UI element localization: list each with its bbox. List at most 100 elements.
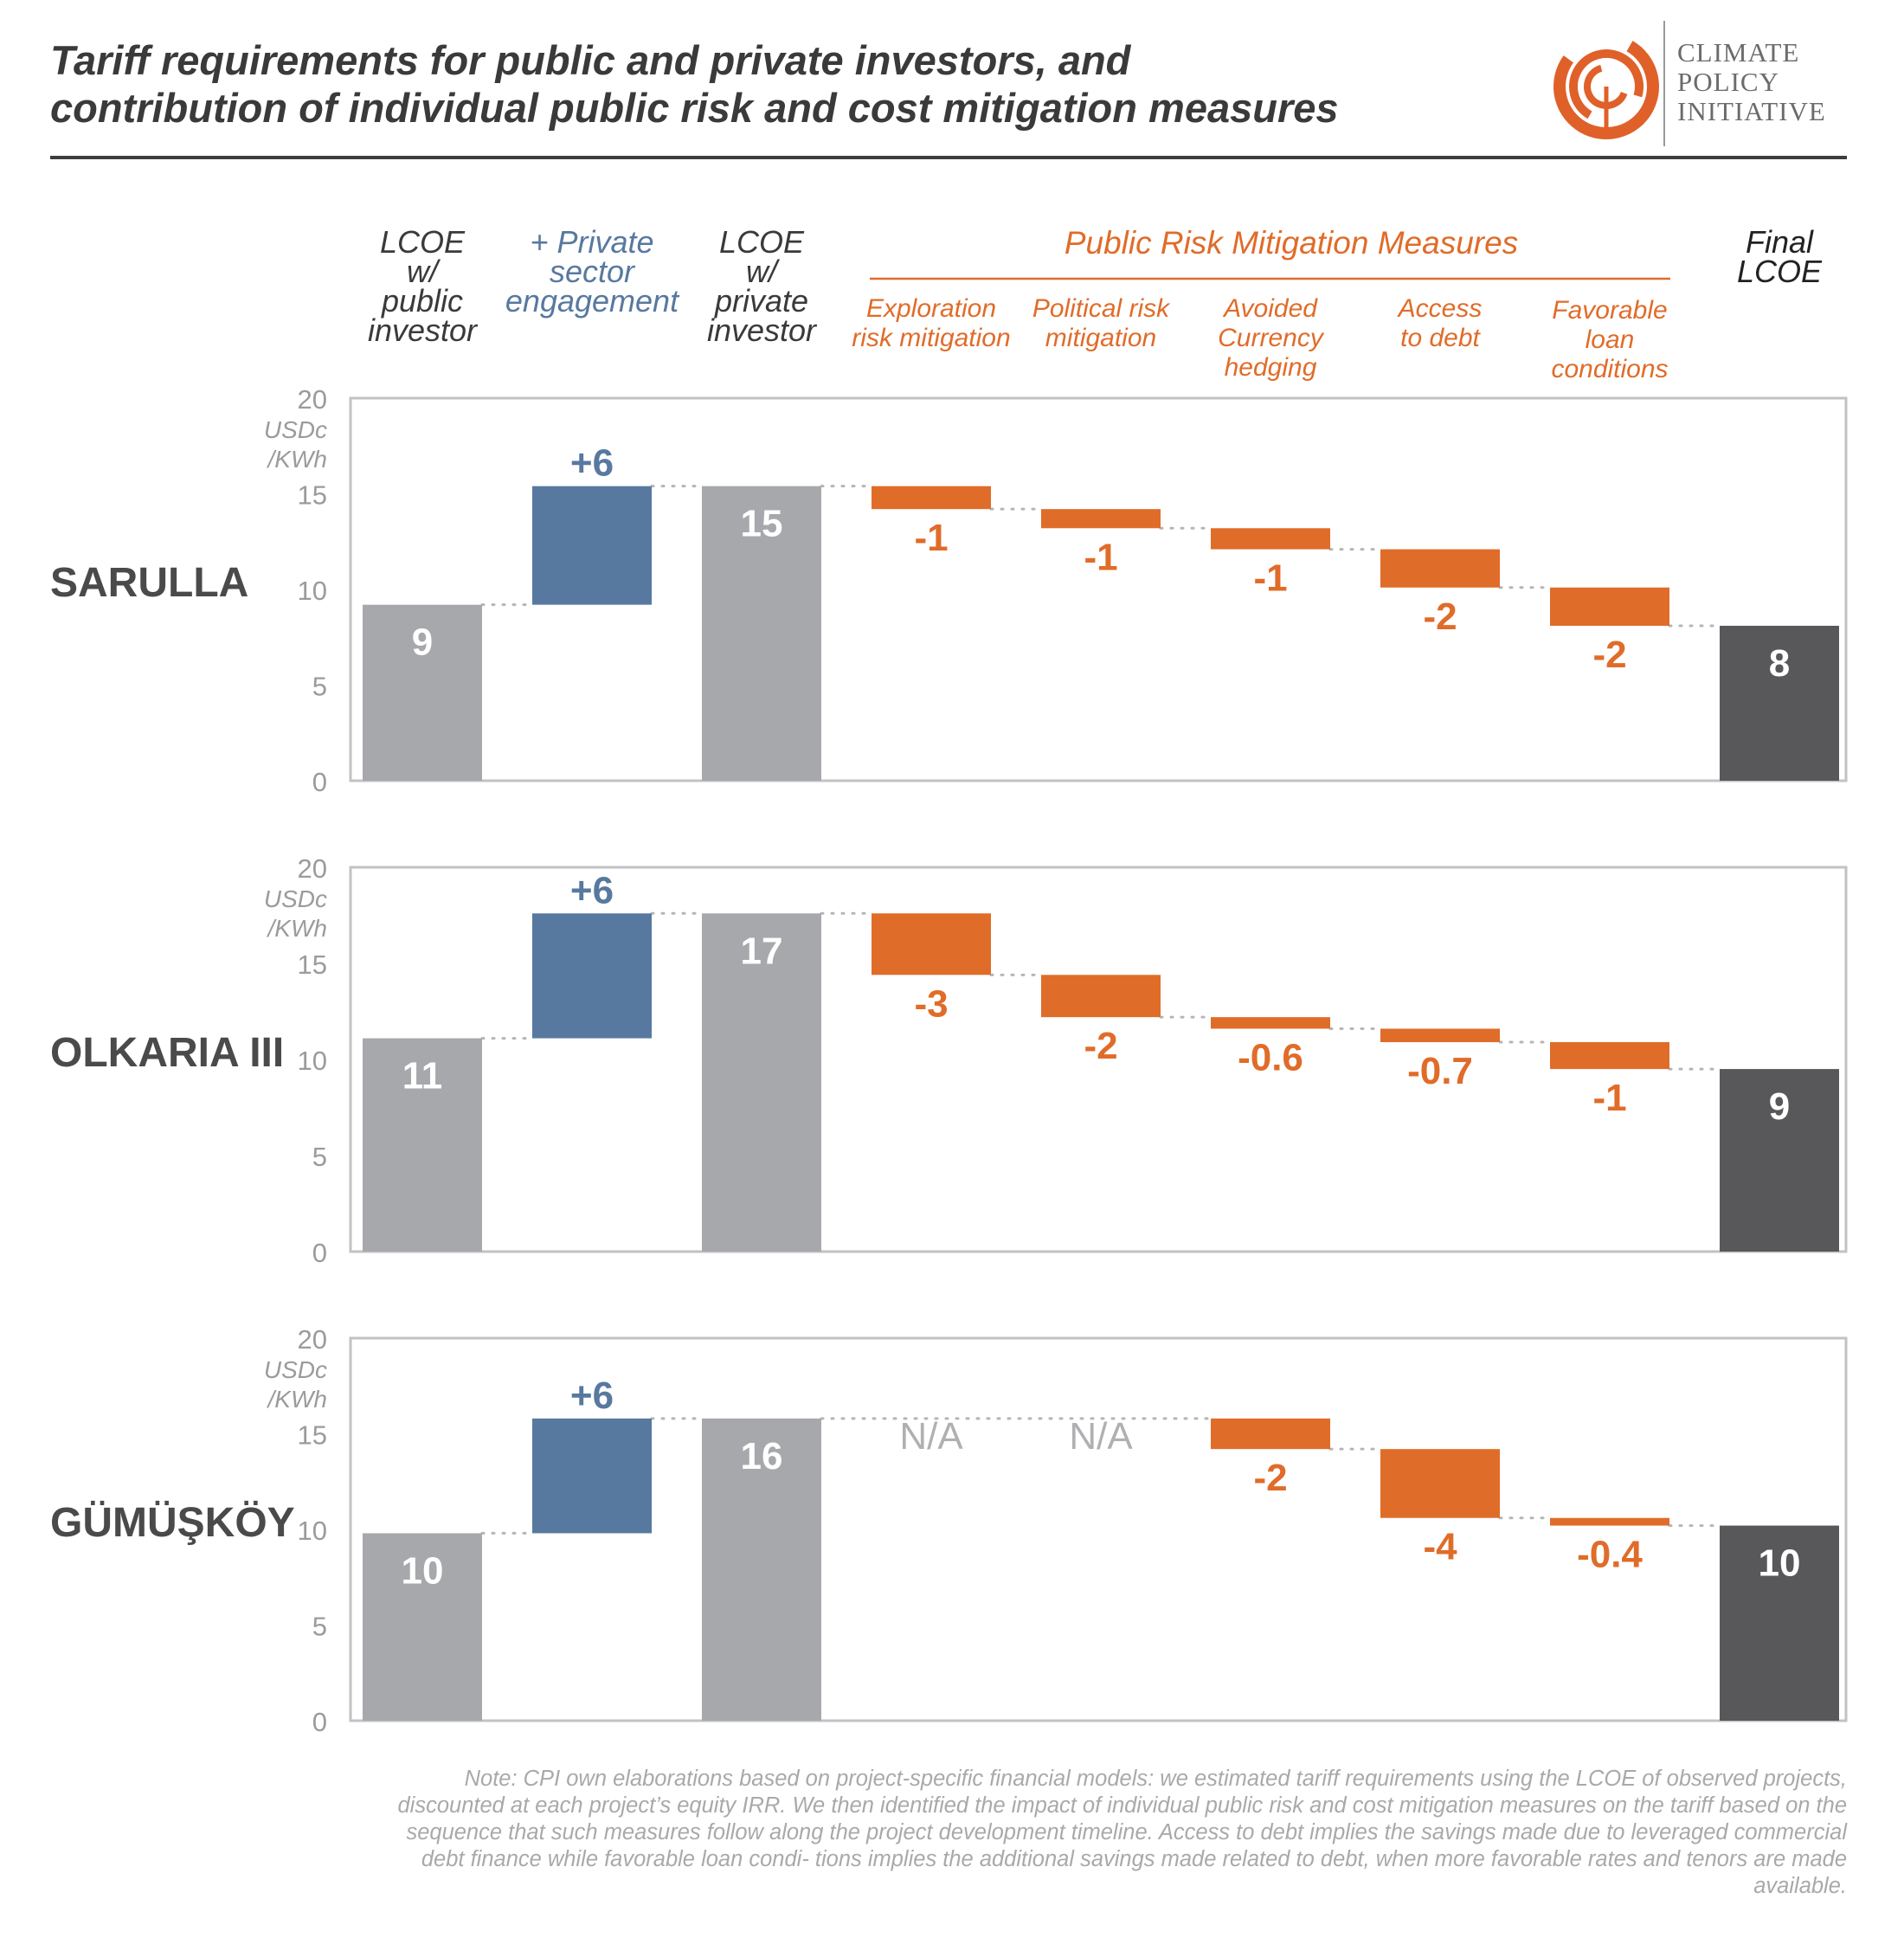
bar-orange — [1550, 587, 1669, 626]
bar-orange — [1380, 1028, 1500, 1043]
y-tick-label: 10 — [298, 1046, 327, 1076]
y-tick-label: 0 — [312, 1707, 327, 1737]
bar-orange — [1211, 1017, 1330, 1029]
bar-gray — [363, 1038, 482, 1252]
header-access-debt-line-1: Access — [1397, 294, 1483, 323]
bar-value-label: +6 — [570, 1374, 614, 1417]
header-exploration-line-1: Exploration — [866, 294, 996, 323]
y-unit-label: USDc — [264, 885, 327, 912]
y-tick-label: 20 — [298, 384, 327, 415]
panel-title: OLKARIA III — [50, 1030, 284, 1076]
bar-dark — [1720, 1525, 1839, 1721]
header-final-lcoe-line-1: Final — [1746, 224, 1814, 260]
bar-value-label: +6 — [570, 442, 614, 485]
bar-value-label: 9 — [1769, 1085, 1790, 1128]
bar-blue — [532, 1418, 652, 1534]
y-tick-label: 20 — [298, 1324, 327, 1355]
logo-divider — [1663, 21, 1665, 146]
bar-value-label: -0.4 — [1577, 1534, 1643, 1576]
panel-frame — [349, 1336, 1848, 1722]
bar-orange — [872, 913, 991, 975]
panel-title: GÜMÜŞKÖY — [50, 1500, 295, 1546]
logo-line-1: CLIMATE — [1677, 37, 1800, 68]
cpi-logo-icon — [1553, 34, 1659, 139]
bar-value-label: 9 — [412, 621, 433, 664]
header-private-engagement-line-1: + Private — [530, 224, 653, 260]
header-lcoe-public-line-2: w/ — [407, 254, 441, 289]
header-lcoe-private-line-4: investor — [707, 312, 818, 348]
bar-value-label: 17 — [741, 930, 783, 972]
header-currency-line-3: hedging — [1225, 353, 1317, 382]
header-political-line-1: Political risk — [1032, 294, 1171, 323]
bar-orange — [1041, 975, 1161, 1018]
chart-title: Tariff requirements for public and priva… — [50, 36, 1521, 132]
y-tick-label: 0 — [312, 1238, 327, 1268]
y-tick-label: 5 — [312, 672, 327, 702]
bar-gray — [702, 1418, 821, 1721]
bar-value-label: +6 — [570, 869, 614, 911]
y-tick-label: 15 — [298, 1420, 327, 1451]
bar-value-label: -1 — [1253, 557, 1287, 600]
header-exploration-line-2: risk mitigation — [852, 324, 1010, 352]
bar-value-label: 10 — [402, 1549, 444, 1592]
bar-orange — [1380, 1449, 1500, 1518]
bar-gray — [363, 1533, 482, 1721]
header-public-risk-group: Public Risk Mitigation Measures — [1065, 225, 1518, 261]
title-line-1: Tariff requirements for public and priva… — [50, 37, 1131, 83]
y-unit-label: /KWh — [267, 1386, 327, 1413]
bar-value-label: -0.7 — [1407, 1050, 1473, 1092]
y-tick-label: 15 — [298, 480, 327, 511]
bar-value-label: -1 — [1592, 1077, 1626, 1119]
bar-gray — [702, 486, 821, 781]
header-private-engagement-line-2: sector — [550, 254, 636, 289]
header-private-engagement-line-3: engagement — [505, 283, 680, 319]
bar-value-label: -0.6 — [1238, 1036, 1303, 1078]
y-unit-label: /KWh — [267, 915, 327, 942]
bar-value-label: -2 — [1423, 595, 1457, 638]
header-loan-conditions-line-2: loan — [1586, 325, 1635, 354]
y-tick-label: 10 — [298, 576, 327, 606]
bar-value-label: -4 — [1423, 1526, 1457, 1568]
bar-dark — [1720, 625, 1839, 781]
bar-gray — [363, 604, 482, 781]
bar-blue — [532, 913, 652, 1039]
bar-blue — [532, 486, 652, 605]
bar-value-label: -1 — [1084, 536, 1117, 578]
header-lcoe-public-line-3: public — [381, 283, 463, 319]
bar-orange — [1550, 1517, 1669, 1526]
na-label: N/A — [1069, 1415, 1133, 1458]
logo-wordmark: CLIMATE POLICY INITIATIVE — [1677, 38, 1826, 126]
header-lcoe-private-line-2: w/ — [746, 254, 781, 289]
bar-orange — [1380, 549, 1500, 588]
y-unit-label: USDc — [264, 416, 327, 443]
header-lcoe-public-line-1: LCOE — [380, 224, 466, 260]
bar-value-label: -2 — [1084, 1025, 1117, 1067]
panel-frame — [349, 866, 1848, 1253]
y-unit-label: /KWh — [267, 446, 327, 473]
y-tick-label: 5 — [312, 1612, 327, 1642]
y-tick-label: 10 — [298, 1516, 327, 1546]
bar-value-label: 8 — [1769, 642, 1790, 685]
bar-orange — [1550, 1042, 1669, 1070]
header-loan-conditions-line-3: conditions — [1551, 355, 1668, 383]
logo-line-3: INITIATIVE — [1677, 96, 1826, 126]
header-lcoe-private-line-3: private — [714, 283, 808, 319]
bar-value-label: -2 — [1253, 1457, 1287, 1499]
y-tick-label: 5 — [312, 1142, 327, 1172]
y-tick-label: 0 — [312, 767, 327, 797]
bar-value-label: -1 — [914, 517, 948, 559]
bar-orange — [1211, 528, 1330, 550]
title-divider — [50, 156, 1847, 159]
bar-value-label: -2 — [1592, 634, 1626, 676]
y-tick-label: 20 — [298, 853, 327, 884]
bar-orange — [1041, 509, 1161, 529]
panel-frame — [349, 396, 1848, 782]
header-currency-line-1: Avoided — [1222, 294, 1318, 323]
header-political-line-2: mitigation — [1045, 324, 1156, 352]
bar-dark — [1720, 1069, 1839, 1252]
bar-value-label: 10 — [1759, 1542, 1801, 1585]
bar-gray — [702, 913, 821, 1252]
y-unit-label: USDc — [264, 1356, 327, 1383]
header-currency-line-2: Currency — [1218, 324, 1325, 352]
